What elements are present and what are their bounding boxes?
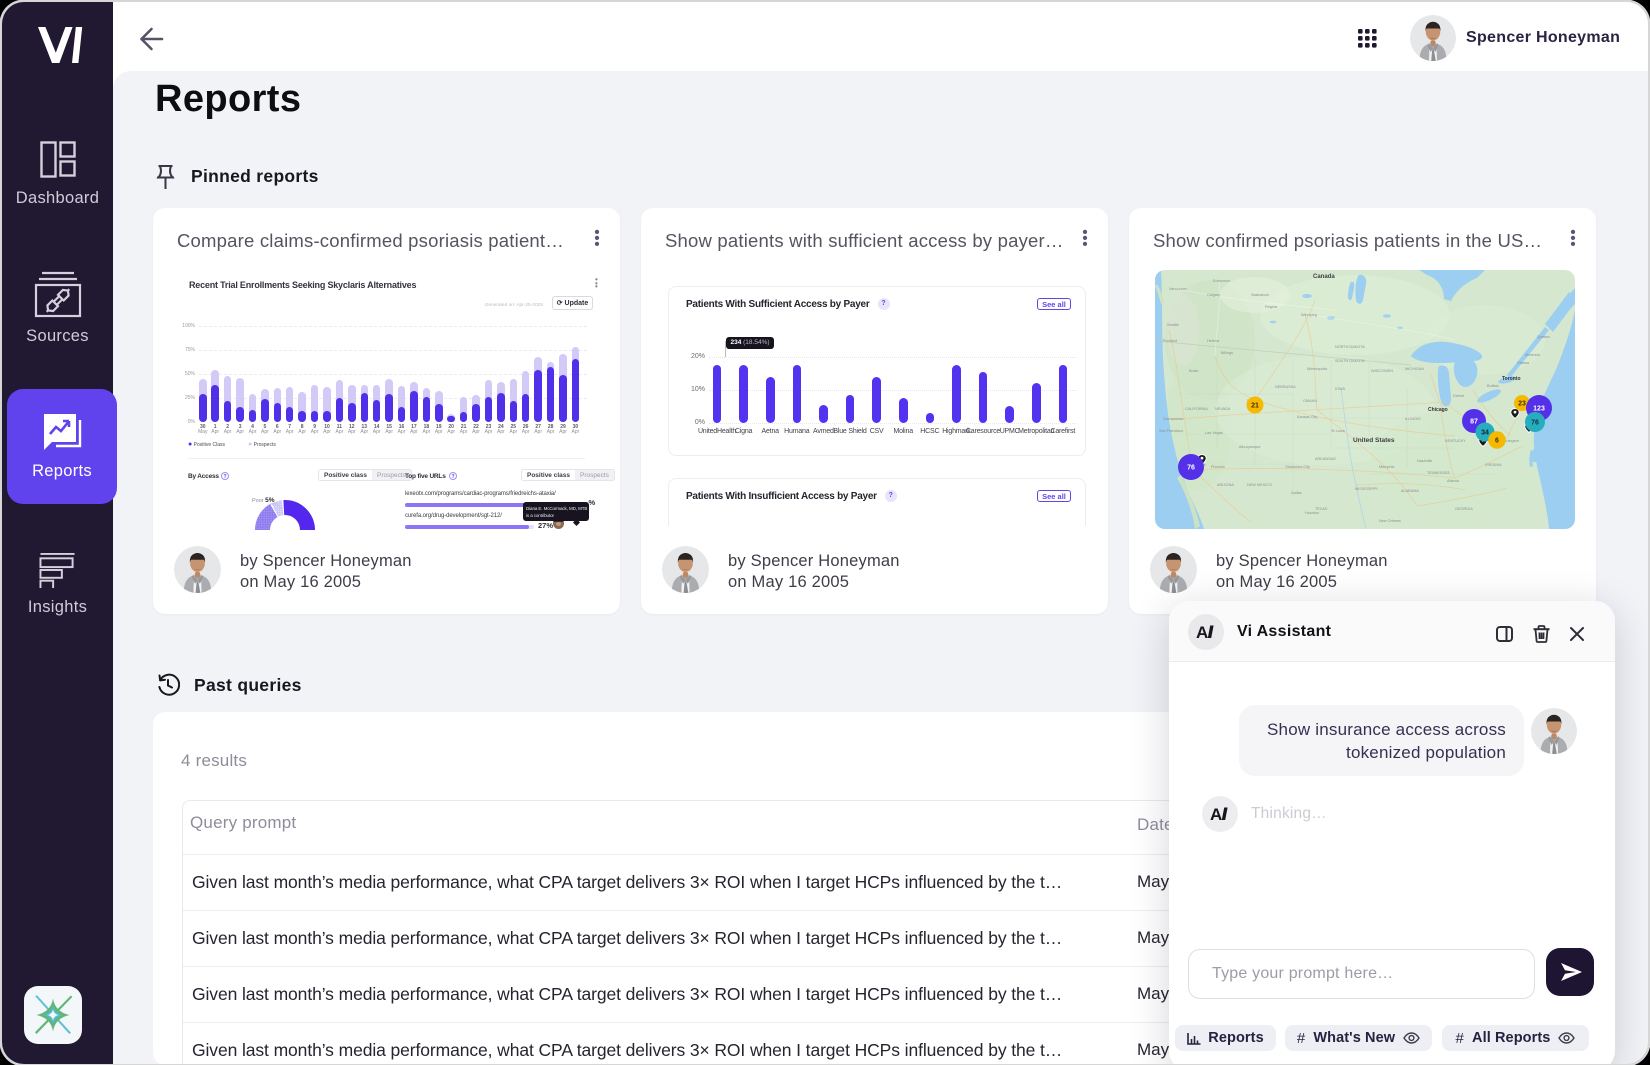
svg-text:Saskatoon: Saskatoon bbox=[1251, 293, 1269, 297]
svg-text:Toronto: Toronto bbox=[1502, 376, 1521, 382]
svg-text:ARIZONA: ARIZONA bbox=[1217, 483, 1234, 487]
svg-text:TENNESSEE: TENNESSEE bbox=[1427, 471, 1450, 475]
svg-text:Atlanta: Atlanta bbox=[1447, 479, 1460, 483]
svg-text:MISSISSIPPI: MISSISSIPPI bbox=[1355, 487, 1378, 491]
svg-text:Phoenix: Phoenix bbox=[1211, 465, 1225, 469]
svg-text:New Orleans: New Orleans bbox=[1379, 519, 1401, 523]
svg-text:VIRGINIA: VIRGINIA bbox=[1485, 463, 1502, 467]
svg-text:Calgary: Calgary bbox=[1207, 293, 1220, 297]
svg-text:A: A bbox=[1210, 805, 1222, 824]
svg-text:NEW MEXICO: NEW MEXICO bbox=[1247, 483, 1272, 487]
svg-text:Vancouver: Vancouver bbox=[1169, 287, 1188, 291]
svg-text:San Francisco: San Francisco bbox=[1159, 429, 1183, 433]
svg-text:Dallas: Dallas bbox=[1291, 491, 1302, 495]
svg-text:87: 87 bbox=[1470, 418, 1478, 425]
svg-text:Sacramento: Sacramento bbox=[1163, 417, 1183, 421]
svg-text:34: 34 bbox=[1481, 429, 1489, 436]
svg-text:IOWA: IOWA bbox=[1335, 387, 1345, 391]
svg-text:Canada: Canada bbox=[1313, 274, 1335, 280]
svg-text:KENTUCKY: KENTUCKY bbox=[1445, 439, 1466, 443]
svg-text:ALABAMA: ALABAMA bbox=[1401, 489, 1419, 493]
svg-text:TEXAS: TEXAS bbox=[1315, 507, 1328, 511]
svg-text:Oklahoma City: Oklahoma City bbox=[1285, 465, 1310, 469]
svg-text:MICHIGAN: MICHIGAN bbox=[1405, 367, 1424, 371]
svg-text:Montreal: Montreal bbox=[1525, 353, 1540, 357]
svg-text:Winnipeg: Winnipeg bbox=[1301, 313, 1317, 317]
svg-text:Kansas City: Kansas City bbox=[1297, 415, 1317, 419]
svg-text:Boise: Boise bbox=[1189, 369, 1199, 373]
svg-text:Las Vegas: Las Vegas bbox=[1205, 431, 1223, 435]
svg-text:76: 76 bbox=[1531, 419, 1539, 426]
svg-text:Seattle: Seattle bbox=[1167, 323, 1179, 327]
svg-text:123: 123 bbox=[1533, 405, 1545, 412]
svg-text:ARKANSAS: ARKANSAS bbox=[1315, 457, 1336, 461]
svg-text:23: 23 bbox=[1518, 400, 1526, 407]
svg-text:Albuquerque: Albuquerque bbox=[1239, 445, 1261, 449]
svg-text:Edmonton: Edmonton bbox=[1213, 279, 1230, 283]
svg-text:21: 21 bbox=[1251, 402, 1259, 409]
svg-text:Washington: Washington bbox=[1499, 439, 1519, 443]
svg-text:Memphis: Memphis bbox=[1379, 465, 1395, 469]
svg-text:Houston: Houston bbox=[1305, 511, 1319, 515]
svg-text:76: 76 bbox=[1187, 464, 1195, 471]
svg-text:ILLINOIS: ILLINOIS bbox=[1405, 417, 1421, 421]
svg-text:NEVADA: NEVADA bbox=[1215, 407, 1231, 411]
svg-text:Chicago: Chicago bbox=[1428, 407, 1448, 413]
svg-text:Quebec: Quebec bbox=[1537, 335, 1550, 339]
svg-text:6: 6 bbox=[1495, 437, 1499, 444]
svg-text:SOUTH DAKOTA: SOUTH DAKOTA bbox=[1335, 359, 1365, 363]
svg-text:A: A bbox=[1196, 623, 1208, 642]
svg-text:Helena: Helena bbox=[1207, 339, 1220, 343]
svg-text:Nashville: Nashville bbox=[1417, 459, 1432, 463]
svg-text:NORTH DAKOTA: NORTH DAKOTA bbox=[1335, 345, 1365, 349]
svg-text:OMAHA: OMAHA bbox=[1303, 399, 1317, 403]
svg-text:NEBRASKA: NEBRASKA bbox=[1275, 385, 1296, 389]
svg-text:Ottawa: Ottawa bbox=[1517, 361, 1530, 365]
svg-text:St Louis: St Louis bbox=[1331, 429, 1345, 433]
svg-text:WISCONSIN: WISCONSIN bbox=[1371, 369, 1393, 373]
svg-text:Portland: Portland bbox=[1163, 339, 1177, 343]
svg-text:United States: United States bbox=[1353, 437, 1395, 444]
svg-text:Minneapolis: Minneapolis bbox=[1307, 367, 1327, 371]
svg-text:GEORGIA: GEORGIA bbox=[1455, 507, 1473, 511]
svg-text:Billings: Billings bbox=[1221, 351, 1233, 355]
svg-text:Detroit: Detroit bbox=[1453, 394, 1465, 398]
svg-text:CALIFORNIA: CALIFORNIA bbox=[1185, 407, 1208, 411]
svg-text:Buffalo: Buffalo bbox=[1487, 384, 1499, 388]
svg-text:Regina: Regina bbox=[1265, 305, 1278, 309]
